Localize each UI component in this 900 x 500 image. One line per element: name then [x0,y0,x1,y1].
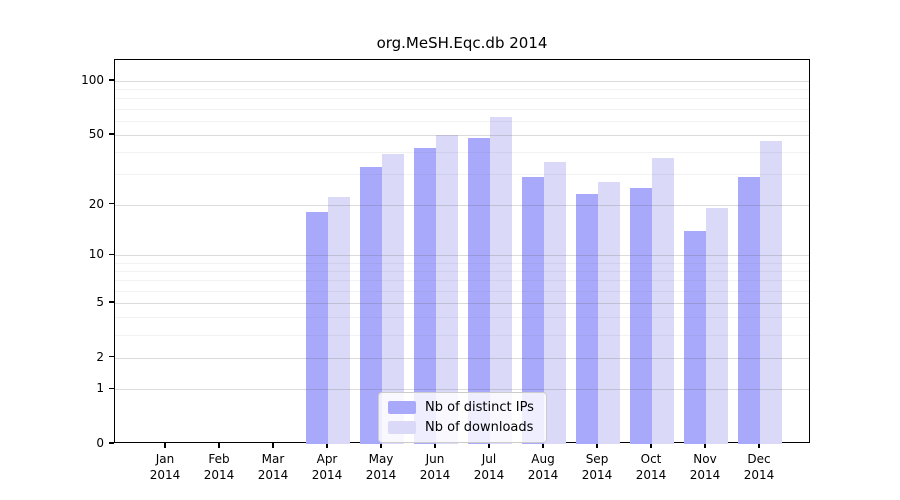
x-tick-mark-jul [488,443,490,448]
x-tick-year: 2014 [743,468,775,482]
x-tick-label-sep: Sep 2014 [569,451,625,483]
y-tick-label-2: 2 [96,349,104,364]
x-tick-mark-sep [596,443,598,448]
x-tick-year: 2014 [581,468,613,482]
x-tick-month: Sep [585,452,609,466]
x-tick-label-jul: Jul 2014 [461,451,517,483]
x-tick-month: Aug [531,452,555,466]
bar-jun-downloads [436,134,458,444]
x-tick-label-nov: Nov 2014 [677,451,733,483]
y-tick-label-5: 5 [96,295,104,310]
x-tick-mark-apr [326,443,328,448]
x-tick-label-may: May 2014 [353,451,409,483]
x-tick-month: Dec [747,452,771,466]
x-tick-month: Mar [261,452,285,466]
bar-may-downloads [382,153,404,444]
x-tick-label-dec: Dec 2014 [731,451,787,483]
legend-swatch-downloads [388,421,416,434]
x-tick-month: Jan [155,452,175,466]
x-tick-month: Jul [481,452,497,466]
x-tick-label-apr: Apr 2014 [299,451,355,483]
bar-aug-distinct-ips [522,176,544,444]
y-tick-label-1: 1 [96,381,104,396]
x-tick-mark-nov [704,443,706,448]
legend: Nb of distinct IPs Nb of downloads [378,392,547,443]
legend-label-downloads: Nb of downloads [425,420,534,435]
bar-dec-distinct-ips [738,176,760,444]
y-tick-label-10: 10 [88,247,104,262]
bar-nov-distinct-ips [684,231,706,444]
x-tick-year: 2014 [635,468,667,482]
x-tick-month: May [368,452,394,466]
x-tick-label-aug: Aug 2014 [515,451,571,483]
x-tick-mark-may [380,443,382,448]
x-tick-mark-jan [164,443,166,448]
y-tick-mark-0 [109,442,114,444]
bar-apr-distinct-ips [306,212,328,444]
x-tick-mark-jun [434,443,436,448]
y-tick-label-20: 20 [88,196,104,211]
plot-area: Nb of distinct IPs Nb of downloads [114,59,810,444]
x-tick-year: 2014 [473,468,505,482]
bar-dec-downloads [760,141,782,444]
x-tick-year: 2014 [419,468,451,482]
bar-may-distinct-ips [360,166,382,444]
x-tick-year: 2014 [689,468,721,482]
legend-item-downloads: Nb of downloads [388,420,534,435]
bar-jun-distinct-ips [414,148,436,444]
bar-apr-downloads [328,197,350,444]
y-tick-mark-10 [109,253,114,256]
legend-swatch-distinct-ips [388,401,416,414]
legend-label-distinct-ips: Nb of distinct IPs [425,400,534,415]
bar-oct-downloads [652,157,674,444]
x-tick-month: Nov [693,452,717,466]
y-tick-mark-100 [109,79,114,81]
x-tick-label-feb: Feb 2014 [191,451,247,483]
x-tick-year: 2014 [527,468,559,482]
x-tick-mark-feb [218,443,220,448]
bar-jul-downloads [490,116,512,444]
bar-nov-downloads [706,208,728,444]
bar-sep-downloads [598,181,620,444]
chart-title: org.MeSH.Eqc.db 2014 [376,34,548,52]
y-tick-label-100: 100 [81,73,104,88]
x-tick-label-jan: Jan 2014 [137,451,193,483]
x-tick-year: 2014 [257,468,289,482]
x-tick-year: 2014 [311,468,343,482]
bar-oct-distinct-ips [630,187,652,444]
bar-sep-distinct-ips [576,194,598,444]
x-tick-label-mar: Mar 2014 [245,451,301,483]
x-tick-month: Apr [316,452,338,466]
x-tick-month: Oct [640,452,662,466]
legend-item-distinct-ips: Nb of distinct IPs [388,400,534,415]
x-tick-mark-aug [542,443,544,448]
x-tick-mark-oct [650,443,652,448]
bars-layer [115,60,809,444]
x-tick-year: 2014 [203,468,235,482]
y-tick-label-0: 0 [96,436,104,450]
x-tick-month: Feb [208,452,230,466]
x-tick-year: 2014 [365,468,397,482]
y-tick-mark-2 [109,355,114,358]
y-tick-mark-20 [109,202,114,205]
y-tick-mark-50 [109,133,114,135]
x-tick-label-oct: Oct 2014 [623,451,679,483]
bar-aug-downloads [544,162,566,444]
x-tick-mark-mar [272,443,274,448]
y-tick-mark-5 [109,301,114,303]
x-tick-label-jun: Jun 2014 [407,451,463,483]
y-tick-mark-1 [109,387,114,390]
y-tick-label-50: 50 [88,126,104,141]
x-tick-month: Jun [425,452,445,466]
x-tick-year: 2014 [149,468,181,482]
x-tick-mark-dec [758,443,760,448]
bar-jul-distinct-ips [468,137,490,444]
